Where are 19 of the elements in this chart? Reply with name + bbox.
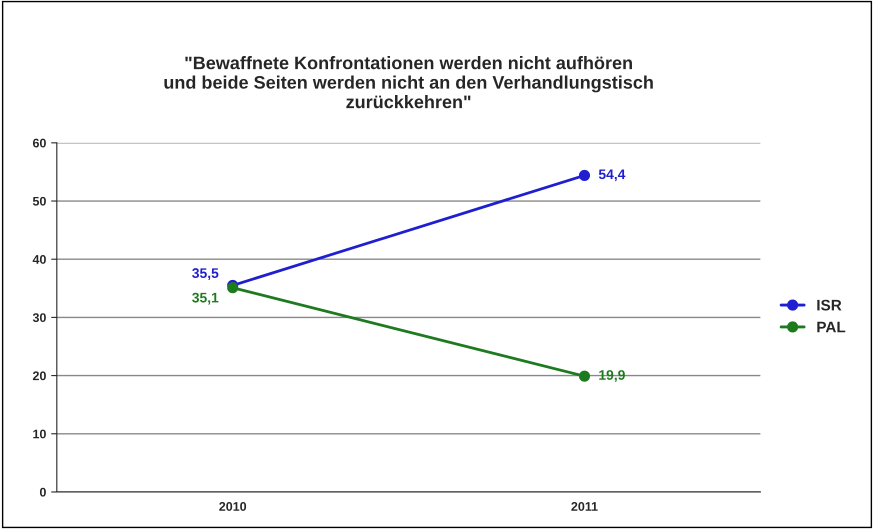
data-label: 19,9 [599, 370, 625, 382]
x-tick-label: 2010 [219, 502, 246, 511]
point [578, 170, 590, 181]
data-label: 35,5 [192, 268, 218, 280]
y-tick-label: 50 [32, 196, 46, 206]
y-tick-label: 0 [40, 488, 46, 497]
y-tick-label: 30 [32, 313, 46, 322]
y-tick-label: 10 [33, 430, 46, 438]
y-tick-label: 20 [32, 371, 46, 380]
chart-title: "Bewaffnete Konfrontationen werden nicht aufhören und beide Seiten werden nicht an den Verhandlungstisch zurückkehren" [164, 56, 653, 108]
legend-label: PAL [817, 322, 846, 332]
y-tick-label: 60 [32, 138, 46, 148]
x-tick-label: 2011 [571, 502, 598, 511]
legend-label: ISR [817, 300, 842, 311]
data-label: 35,1 [192, 292, 218, 305]
y-tick-label: 40 [32, 255, 46, 264]
point [227, 282, 238, 294]
point [578, 370, 590, 382]
data-label: 54,4 [598, 169, 626, 182]
